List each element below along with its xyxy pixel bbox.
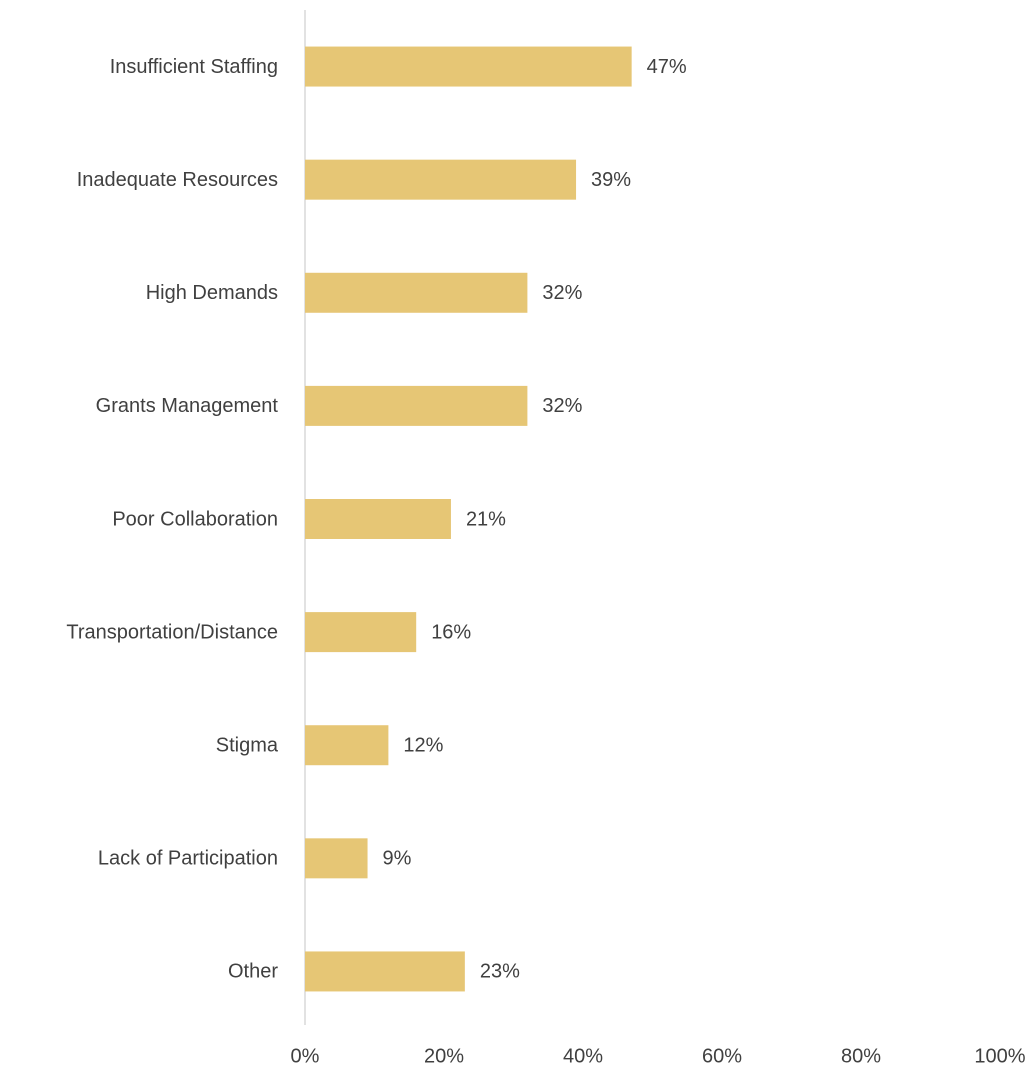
y-tick-label: Stigma	[216, 735, 279, 757]
bar	[305, 951, 465, 992]
data-label: 9%	[383, 848, 412, 870]
bar	[305, 725, 389, 766]
x-tick-label: 40%	[563, 1045, 603, 1067]
y-tick-label: Other	[228, 961, 278, 983]
bar	[305, 159, 577, 200]
data-label: 32%	[542, 282, 582, 304]
x-tick-label: 100%	[974, 1045, 1025, 1067]
bar	[305, 385, 528, 426]
y-tick-label: Grants Management	[96, 395, 279, 417]
y-tick-label: Transportation/Distance	[66, 621, 278, 643]
bar	[305, 612, 417, 653]
bar	[305, 46, 632, 87]
data-label: 32%	[542, 395, 582, 417]
y-tick-label: Lack of Participation	[98, 848, 278, 870]
data-label: 23%	[480, 961, 520, 983]
y-tick-label: Poor Collaboration	[112, 508, 278, 530]
data-label: 39%	[591, 169, 631, 191]
x-tick-label: 0%	[291, 1045, 320, 1067]
bar	[305, 272, 528, 313]
x-tick-label: 60%	[702, 1045, 742, 1067]
data-label: 16%	[431, 621, 471, 643]
bar	[305, 838, 368, 879]
y-tick-label: Insufficient Staffing	[110, 56, 278, 78]
y-tick-label: Inadequate Resources	[77, 169, 278, 191]
y-tick-label: High Demands	[146, 282, 278, 304]
data-label: 12%	[403, 735, 443, 757]
bar	[305, 499, 451, 539]
x-tick-label: 80%	[841, 1045, 881, 1067]
x-tick-label: 20%	[424, 1045, 464, 1067]
data-label: 47%	[647, 56, 687, 78]
data-label: 21%	[466, 508, 506, 530]
